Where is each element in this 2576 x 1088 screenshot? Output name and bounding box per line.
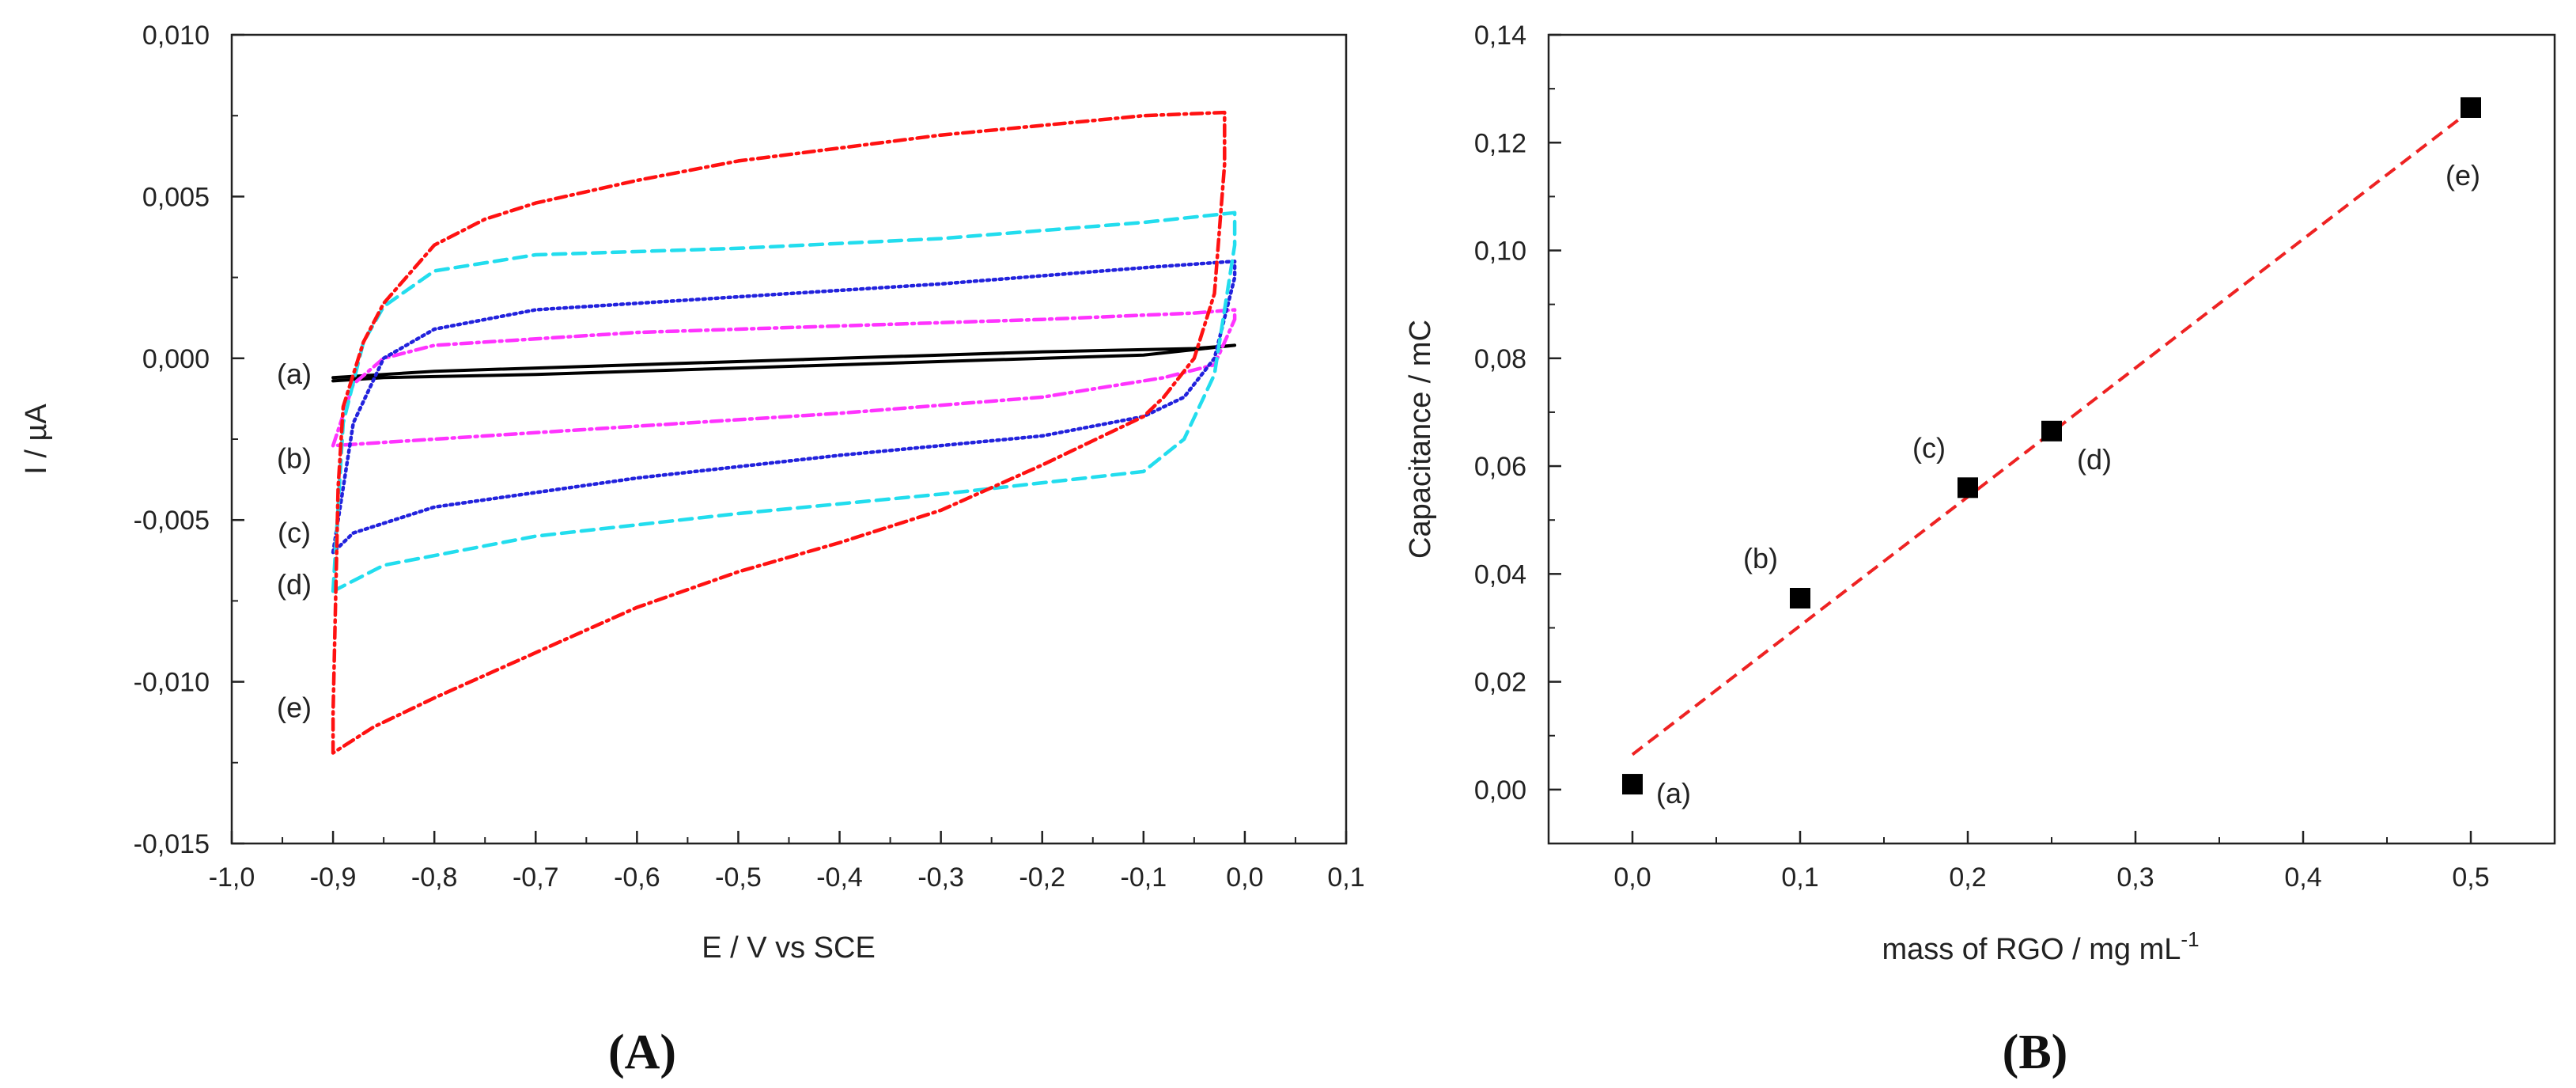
panel-a-curves [331, 110, 1237, 755]
curve-label: (a) [277, 358, 312, 390]
panel-a-x-ticks: -1,0 -0,9 -0,8 -0,7 -0,6 -0,5 -0,4 -0,3 -0,2 -0,1… [209, 831, 1365, 893]
x-tick-label: -0,8 [411, 862, 458, 893]
panel-b-label: (B) [2003, 1025, 2068, 1079]
y-tick-label: -0,010 [134, 668, 210, 698]
x-tick-label: 0,2 [1949, 862, 1986, 893]
y-tick-label: 0,12 [1474, 128, 1526, 158]
x-tick-label: 0,4 [2284, 862, 2321, 893]
y-tick-label: 0,04 [1474, 559, 1526, 589]
panel-b-x-ticks: 0,0 0,1 0,2 0,3 0,4 0,5 [1613, 831, 2490, 893]
y-tick-label: 0,010 [142, 21, 210, 51]
x-tick-label: -0,5 [715, 862, 762, 893]
x-tick-label: 0,1 [1781, 862, 1818, 893]
data-point [1790, 587, 1810, 608]
point-label: (e) [2445, 159, 2480, 191]
point-label: (b) [1743, 542, 1778, 574]
y-tick-label: 0,08 [1474, 344, 1526, 374]
data-point [1622, 774, 1643, 795]
data-point [1958, 477, 1978, 499]
linear-fit-line [1631, 108, 2472, 756]
panel-a-label: (A) [608, 1025, 676, 1079]
panel-b-points: (a) (b) (c) (d) (e) [1622, 97, 2481, 809]
x-tick-label: -0,3 [917, 862, 964, 893]
curve-label: (c) [278, 517, 311, 549]
panel-b-letter: B [2018, 1025, 2051, 1079]
x-tick-label: -1,0 [209, 862, 255, 893]
y-tick-label: 0,00 [1474, 775, 1526, 806]
cv-curve [331, 259, 1237, 555]
x-tick-label: 0,0 [1226, 862, 1263, 893]
x-tick-label: -0,6 [614, 862, 660, 893]
x-tick-label: -0,2 [1019, 862, 1065, 893]
cv-curve [331, 308, 1237, 448]
panel-b-y-axis-title: Capacitance / mC [1404, 320, 1437, 559]
x-tick-label: -0,7 [513, 862, 559, 893]
y-tick-label: 0,000 [142, 344, 210, 374]
panel-a-letter: A [625, 1025, 660, 1079]
y-tick-label: 0,005 [142, 182, 210, 212]
x-tick-label: 0,1 [1327, 862, 1364, 893]
cv-curve [331, 343, 1237, 383]
x-tick-label: -0,4 [816, 862, 863, 893]
point-label: (a) [1656, 777, 1691, 809]
x-tick-label: 0,0 [1613, 862, 1651, 893]
panel-a-x-axis-title: E / V vs SCE [702, 931, 876, 965]
panel-b-fit [1631, 108, 2472, 756]
curve-label: (e) [277, 691, 312, 723]
panel-b-x-axis-title-main: mass of RGO / mg mL [1882, 933, 2181, 966]
point-label: (d) [2077, 443, 2112, 476]
y-tick-label: 0,14 [1474, 21, 1526, 51]
y-tick-label: -0,005 [134, 506, 210, 536]
data-point [2461, 97, 2481, 118]
panel-a-curve-labels: (a) (b) (c) (d) (e) [277, 358, 312, 723]
panel-b-x-axis-title: mass of RGO / mg mL-1 [1882, 927, 2199, 966]
x-tick-label: -0,1 [1121, 862, 1167, 893]
panel-b-chart: 0,0 0,1 0,2 0,3 0,4 0,5 0,000,020,040,060,080… [1404, 21, 2556, 1079]
y-tick-label: 0,10 [1474, 237, 1526, 267]
x-tick-label: 0,3 [2116, 862, 2154, 893]
cv-curve [331, 210, 1237, 593]
point-label: (c) [1912, 431, 1946, 464]
y-tick-label: -0,015 [134, 829, 210, 859]
y-tick-label: 0,06 [1474, 452, 1526, 482]
curve-label: (d) [277, 568, 312, 601]
data-point [2041, 420, 2062, 442]
x-tick-label: -0,9 [310, 862, 357, 893]
y-tick-label: 0,02 [1474, 668, 1526, 698]
cv-curve [331, 110, 1227, 755]
panel-a-y-ticks: 0,010 0,005 0,000 -0,005 -0,010 -0,015 [134, 21, 244, 859]
panel-a-y-axis-title: I / µA [20, 404, 53, 475]
panel-b-x-axis-title-sup: -1 [2181, 927, 2199, 951]
curve-label: (b) [277, 442, 312, 475]
panel-a-chart: -1,0 -0,9 -0,8 -0,7 -0,6 -0,5 -0,4 -0,3 -0,2 -0,1… [20, 21, 1365, 1079]
x-tick-label: 0,5 [2452, 862, 2489, 893]
panel-b-y-ticks: 0,00 0,02 0,04 0,06 0,08 0,10 0,12 0,14 [1474, 21, 1561, 844]
